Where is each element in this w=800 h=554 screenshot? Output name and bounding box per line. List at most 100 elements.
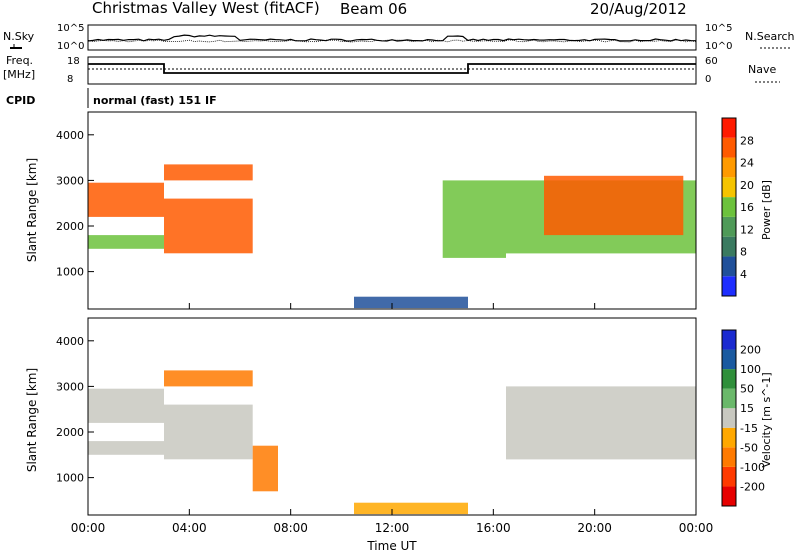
velocity-y-tick-label: 4000: [56, 335, 84, 348]
x-tick-label: 00:00: [679, 521, 714, 535]
velocity-feature-3: [164, 370, 253, 387]
velocity-colorbar-tick: -15: [740, 422, 758, 435]
power-panel: 4000 3000 2000 1000 Slant Range [km] 28 24 20…: [25, 111, 773, 310]
power-colorbar-tick: 8: [740, 246, 747, 259]
frequency-panel-frame: [87, 56, 697, 85]
noise-left-tick-bottom: 10^0: [57, 41, 84, 52]
velocity-y-ticks: 4000 3000 2000 1000: [56, 335, 94, 485]
power-colorbar-tick: 16: [740, 201, 754, 214]
velocity-y-tick-label: 1000: [56, 472, 84, 485]
velocity-colorbar-tick: -100: [740, 461, 765, 474]
station-title: Christmas Valley West (fitACF): [92, 0, 320, 17]
x-tick-label: 00:00: [71, 521, 106, 535]
x-tick-label: 08:00: [273, 521, 308, 535]
velocity-colorbar-swatch: [722, 447, 736, 467]
velocity-feature-0: [88, 388, 164, 423]
velocity-colorbar-swatch: [722, 427, 736, 448]
velocity-feature-4: [252, 445, 278, 492]
power-heatmap: [88, 164, 696, 309]
freq-unit-label: [MHz]: [3, 68, 35, 81]
velocity-feature-5: [354, 502, 468, 515]
x-tick-label: 04:00: [172, 521, 207, 535]
noise-right-tick-bottom: 10^0: [705, 41, 732, 52]
power-colorbar-swatch: [722, 216, 736, 237]
velocity-colorbar-swatch: [722, 330, 736, 350]
velocity-feature-6: [506, 386, 696, 460]
date-label: 20/Aug/2012: [590, 0, 687, 18]
power-colorbar-swatch: [722, 137, 736, 158]
frequency-trace: [88, 63, 696, 74]
power-colorbar-swatch: [722, 236, 736, 257]
velocity-y-tick-label: 3000: [56, 380, 84, 393]
velocity-colorbar-tick: 100: [740, 363, 761, 376]
velocity-feature-1: [88, 441, 164, 455]
power-colorbar-tick: 24: [740, 157, 754, 170]
velocity-colorbar-tick: 200: [740, 344, 761, 357]
power-colorbar: 28 24 20 16 12 8 4: [721, 117, 754, 297]
velocity-colorbar-label: Velocity [m s^-1]: [760, 372, 773, 467]
cpid-label: CPID: [6, 94, 35, 107]
power-colorbar-swatch: [722, 256, 736, 277]
x-tick-label: 16:00: [476, 521, 511, 535]
freq-tick-bottom: 8: [67, 74, 73, 85]
x-tick-label: 20:00: [577, 521, 612, 535]
power-colorbar-label: Power [dB]: [760, 180, 773, 240]
x-axis-label: Time UT: [366, 539, 417, 553]
nave-tick-bottom: 0: [705, 74, 711, 85]
power-colorbar-tick: 12: [740, 223, 754, 236]
noise-panel-frame: [87, 24, 697, 51]
power-y-tick-label: 1000: [56, 266, 84, 279]
power-feature-7: [544, 175, 684, 236]
velocity-y-tick-label: 2000: [56, 426, 84, 439]
freq-label: Freq.: [6, 54, 33, 67]
velocity-colorbar-swatch: [722, 486, 736, 506]
power-colorbar-tick: 28: [740, 134, 754, 147]
velocity-colorbar-tick: -50: [740, 441, 758, 454]
velocity-heatmap: [88, 370, 696, 515]
x-tick-label: 12:00: [375, 521, 410, 535]
time-x-ticks: 00:00 04:00 08:00 12:00 16:00 20:00 00:00: [71, 303, 714, 535]
power-colorbar-tick: 4: [740, 268, 747, 281]
noise-sky-trace: [87, 34, 697, 42]
velocity-colorbar-tick: -200: [740, 480, 765, 493]
cpid-text: normal (fast) 151 IF: [93, 94, 217, 107]
velocity-colorbar-tick: 15: [740, 402, 754, 415]
power-colorbar-swatch: [722, 177, 736, 198]
velocity-colorbar-swatch: [722, 466, 736, 487]
noise-right-tick-top: 10^5: [705, 23, 732, 34]
nave-label: Nave: [748, 63, 776, 76]
velocity-colorbar-swatch: [722, 349, 736, 370]
velocity-y-axis-label: Slant Range [km]: [25, 368, 39, 472]
noise-panel: N.Sky 10^5 10^0 10^5 10^0 N.Search: [3, 23, 795, 52]
power-colorbar-tick: 20: [740, 179, 754, 192]
power-y-tick-label: 2000: [56, 220, 84, 233]
power-colorbar-swatch: [722, 157, 736, 178]
power-feature-2: [164, 198, 253, 254]
power-feature-5: [442, 180, 506, 258]
velocity-colorbar-swatch: [722, 388, 736, 409]
power-colorbar-swatch: [722, 276, 736, 296]
velocity-colorbar-tick: 50: [740, 383, 754, 396]
power-feature-3: [164, 164, 253, 181]
velocity-panel: 4000 3000 2000 1000 Slant Range [km] 200 100…: [25, 303, 773, 553]
noise-search-label: N.Search: [745, 30, 795, 43]
noise-sky-label: N.Sky: [3, 30, 35, 43]
velocity-colorbar-swatch: [722, 408, 736, 428]
velocity-feature-2: [164, 404, 253, 460]
noise-search-trace: [87, 39, 697, 43]
power-colorbar-swatch: [722, 197, 736, 217]
power-y-ticks: 4000 3000 2000 1000: [56, 129, 94, 279]
noise-left-tick-top: 10^5: [57, 23, 84, 34]
beam-label: Beam 06: [340, 0, 407, 18]
power-feature-4: [354, 296, 468, 309]
frequency-panel: Freq. [MHz] 18 8 60 0 Nave CPID normal (…: [3, 54, 780, 108]
velocity-colorbar: 200 100 50 15 -15 -50 -100 -200: [721, 329, 765, 507]
power-feature-0: [88, 182, 164, 217]
power-colorbar-swatch: [722, 118, 736, 138]
power-y-axis-label: Slant Range [km]: [25, 158, 39, 262]
power-y-tick-label: 3000: [56, 174, 84, 187]
freq-tick-top: 18: [67, 56, 80, 67]
nave-tick-top: 60: [705, 56, 718, 67]
power-feature-1: [88, 235, 164, 249]
